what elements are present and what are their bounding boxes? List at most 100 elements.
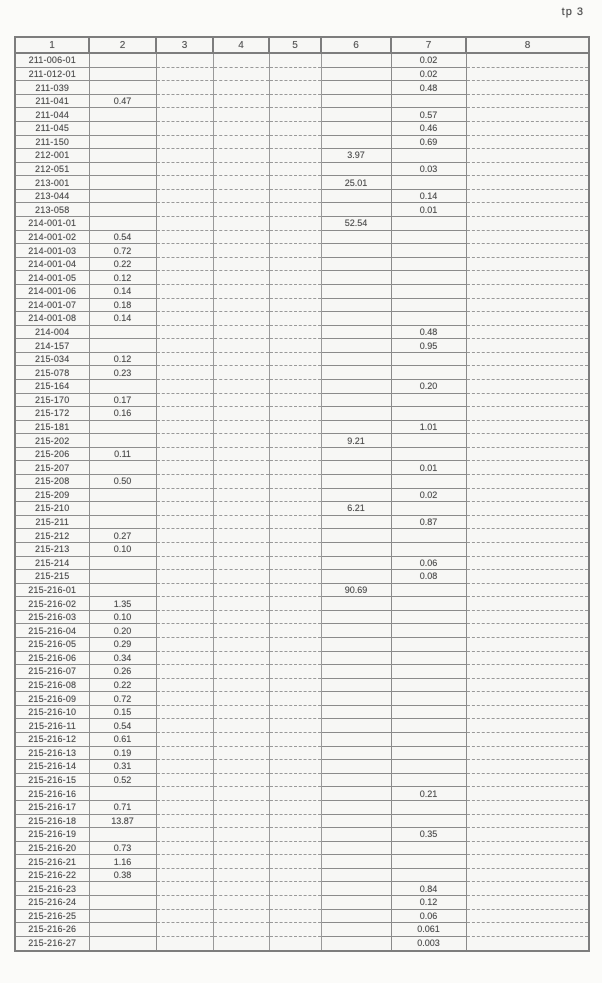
cell-value-c6 <box>320 121 392 136</box>
cell-value-c7 <box>390 229 467 245</box>
cell-value-c4 <box>212 596 270 611</box>
cell-value-c4 <box>212 582 270 598</box>
cell-value-c5 <box>268 270 322 285</box>
table-row: 215-216-20 0.73 <box>14 840 590 856</box>
cell-value-c7: 0.02 <box>390 66 467 82</box>
cell-row-id: 212-001 <box>14 148 90 163</box>
cell-value-c5 <box>268 487 322 503</box>
cell-value-c4 <box>212 338 270 353</box>
cell-value-c2 <box>88 460 157 476</box>
cell-value-c2 <box>88 202 157 218</box>
cell-row-id: 215-208 <box>14 474 90 489</box>
cell-value-c3 <box>155 854 214 869</box>
cell-value-c8 <box>465 881 590 896</box>
cell-value-c7 <box>390 541 467 557</box>
cell-row-id: 211-006-01 <box>14 52 90 68</box>
cell-value-c5 <box>268 813 322 829</box>
cell-value-c7 <box>390 799 467 815</box>
cell-value-c3 <box>155 704 214 720</box>
column-header: 3 <box>155 36 214 54</box>
cell-value-c4 <box>212 175 270 190</box>
cell-value-c3 <box>155 677 214 693</box>
cell-value-c8 <box>465 243 590 258</box>
cell-value-c4 <box>212 569 270 584</box>
cell-value-c8 <box>465 677 590 693</box>
cell-value-c2 <box>88 881 157 896</box>
cell-value-c6 <box>320 894 392 910</box>
cell-value-c7 <box>390 609 467 625</box>
cell-value-c8 <box>465 351 590 367</box>
table-row: 215-206 0.11 <box>14 446 590 462</box>
cell-value-c2 <box>88 935 157 952</box>
cell-value-c3 <box>155 379 214 394</box>
cell-value-c2: 0.14 <box>88 283 157 299</box>
cell-value-c7 <box>390 501 467 516</box>
cell-value-c3 <box>155 813 214 829</box>
table-row: 215-170 0.17 <box>14 392 590 408</box>
cell-value-c2: 0.23 <box>88 365 157 380</box>
cell-value-c5 <box>268 216 322 231</box>
cell-value-c6: 90.69 <box>320 582 392 598</box>
table-row: 214-001-03 0.72 <box>14 243 590 258</box>
cell-value-c4 <box>212 460 270 476</box>
cell-value-c5 <box>268 202 322 218</box>
cell-value-c5 <box>268 324 322 340</box>
cell-value-c4 <box>212 446 270 462</box>
cell-value-c3 <box>155 664 214 679</box>
cell-value-c2: 0.22 <box>88 677 157 693</box>
cell-value-c2: 0.38 <box>88 867 157 883</box>
cell-row-id: 215-216-11 <box>14 718 90 734</box>
cell-value-c7 <box>390 270 467 285</box>
cell-value-c4 <box>212 80 270 95</box>
cell-value-c2 <box>88 894 157 910</box>
cell-row-id: 215-216-21 <box>14 854 90 869</box>
cell-value-c7 <box>390 623 467 638</box>
cell-value-c6 <box>320 854 392 869</box>
cell-value-c8 <box>465 52 590 68</box>
cell-value-c2: 0.54 <box>88 718 157 734</box>
cell-value-c4 <box>212 487 270 503</box>
cell-value-c4 <box>212 541 270 557</box>
cell-value-c2: 0.29 <box>88 636 157 652</box>
cell-value-c5 <box>268 501 322 516</box>
cell-value-c8 <box>465 772 590 788</box>
cell-value-c4 <box>212 161 270 177</box>
cell-value-c8 <box>465 501 590 516</box>
table-row: 215-216-02 1.35 <box>14 596 590 611</box>
cell-value-c7 <box>390 732 467 747</box>
cell-value-c7 <box>390 596 467 611</box>
cell-value-c8 <box>465 514 590 530</box>
cell-value-c7 <box>390 351 467 367</box>
cell-row-id: 215-210 <box>14 501 90 516</box>
cell-row-id: 211-044 <box>14 107 90 123</box>
cell-value-c7 <box>390 745 467 761</box>
cell-value-c5 <box>268 93 322 109</box>
cell-value-c3 <box>155 243 214 258</box>
cell-value-c2: 0.10 <box>88 541 157 557</box>
cell-value-c3 <box>155 786 214 801</box>
cell-value-c6 <box>320 677 392 693</box>
table-row: 215-216-06 0.34 <box>14 650 590 666</box>
cell-value-c5 <box>268 243 322 258</box>
table-row: 215-181 1.01 <box>14 419 590 435</box>
cell-row-id: 215-216-14 <box>14 759 90 774</box>
cell-row-id: 215-202 <box>14 433 90 448</box>
cell-value-c5 <box>268 379 322 394</box>
cell-row-id: 215-216-17 <box>14 799 90 815</box>
cell-value-c6 <box>320 460 392 476</box>
cell-value-c2 <box>88 487 157 503</box>
cell-row-id: 211-045 <box>14 121 90 136</box>
cell-value-c7 <box>390 704 467 720</box>
cell-row-id: 215-216-08 <box>14 677 90 693</box>
cell-value-c4 <box>212 406 270 421</box>
cell-row-id: 215-216-19 <box>14 827 90 842</box>
cell-row-id: 215-216-26 <box>14 922 90 937</box>
cell-value-c7 <box>390 297 467 313</box>
cell-value-c8 <box>465 555 590 571</box>
cell-value-c2 <box>88 501 157 516</box>
cell-value-c6 <box>320 772 392 788</box>
cell-value-c8 <box>465 229 590 245</box>
cell-value-c5 <box>268 827 322 842</box>
table-row: 215-216-05 0.29 <box>14 636 590 652</box>
